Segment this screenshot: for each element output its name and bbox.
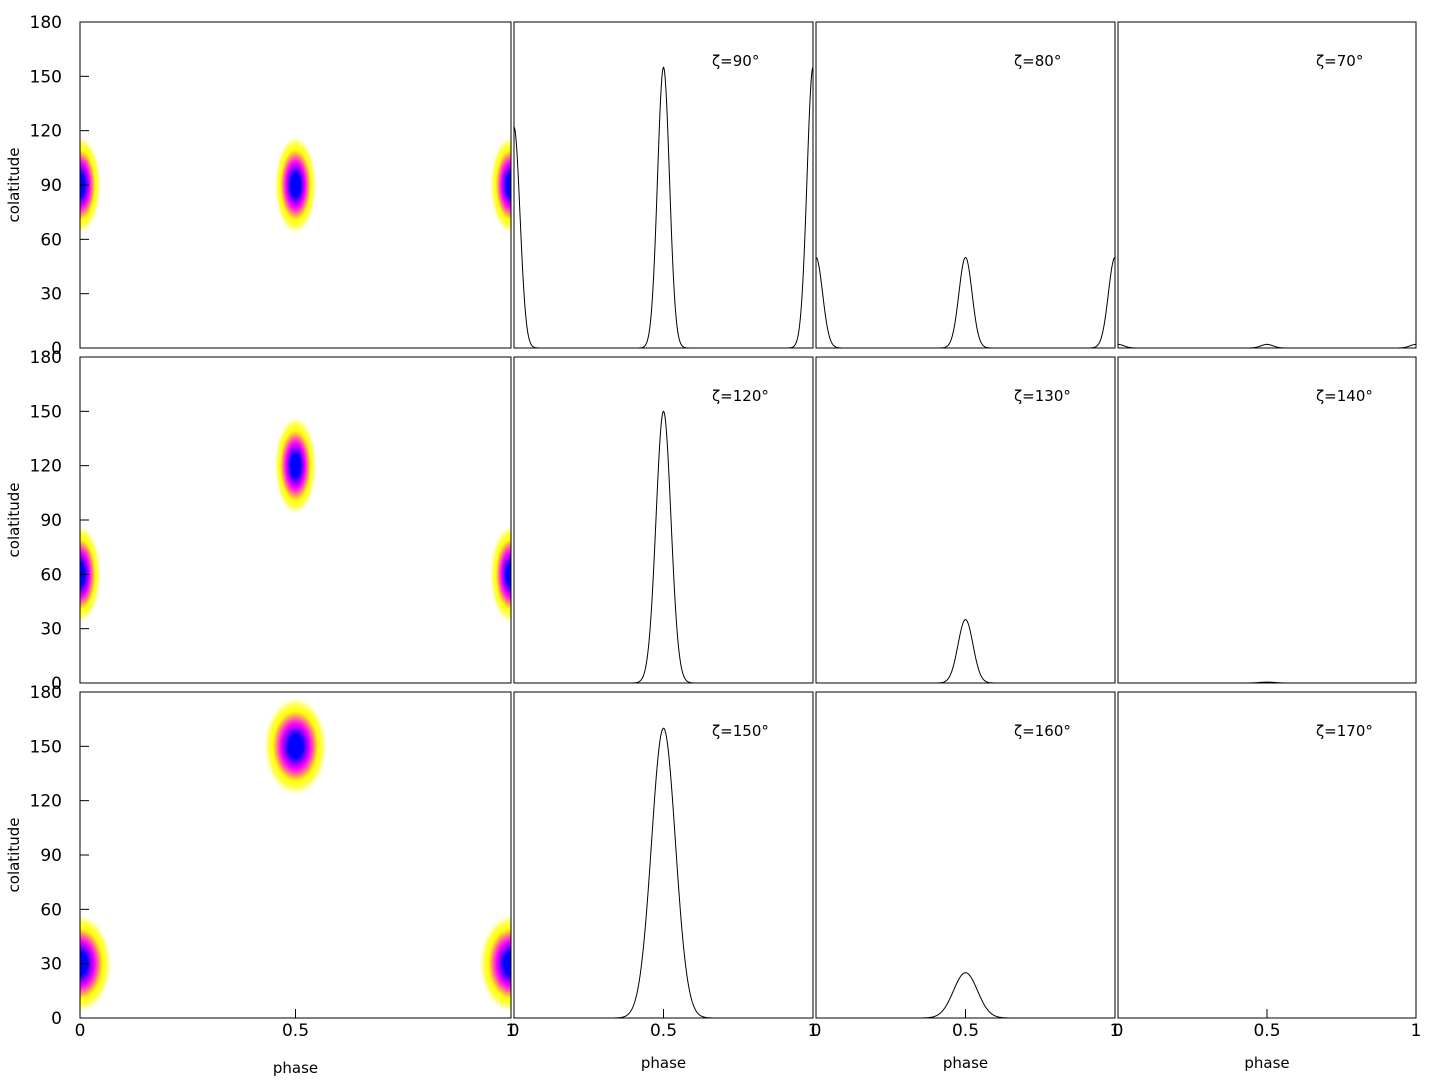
y-tick-label: 0 [51, 1009, 62, 1029]
x-tick-label: 0.5 [952, 1021, 979, 1041]
x-axis-label: phase [1244, 1054, 1289, 1072]
profile-frame [1117, 691, 1417, 1019]
x-tick-label: 0.5 [1253, 1021, 1280, 1041]
y-tick-label: 90 [40, 176, 62, 196]
y-tick-label: 30 [40, 955, 62, 975]
profile-frame [815, 356, 1116, 684]
x-tick-label: 0 [509, 1021, 520, 1041]
profile-line [816, 972, 1115, 1019]
x-tick-label: 0 [1113, 1021, 1124, 1041]
zeta-label: ζ=150° [712, 722, 769, 740]
profile-line [513, 66, 814, 349]
x-axis-label: phase [943, 1054, 988, 1072]
profile-frame [815, 21, 1116, 349]
zeta-label: ζ=130° [1014, 387, 1071, 405]
profile-frame [815, 691, 1116, 1019]
zeta-label: ζ=70° [1316, 52, 1363, 70]
x-axis-label: phase [641, 1054, 686, 1072]
x-tick-label: 0.5 [650, 1021, 677, 1041]
y-tick-label: 180 [30, 13, 62, 33]
spot [489, 524, 511, 625]
zeta-label: ζ=90° [712, 52, 759, 70]
profile-line [815, 256, 1116, 349]
y-tick-label: 150 [30, 67, 62, 87]
profile-frame [513, 356, 814, 684]
y-tick-label: 30 [40, 620, 62, 640]
map-panel [80, 415, 511, 625]
x-tick-label: 1 [506, 1021, 517, 1041]
y-tick-label: 60 [40, 900, 62, 920]
profile-frame [513, 691, 814, 1019]
profile-line [1118, 681, 1416, 684]
profile-frame [1117, 356, 1417, 684]
y-tick-label: 120 [30, 122, 62, 142]
map-panel [80, 135, 511, 235]
x-tick-label: 0 [75, 1021, 86, 1041]
spot [478, 913, 511, 1014]
zeta-label: ζ=160° [1014, 722, 1071, 740]
zeta-label: ζ=170° [1316, 722, 1373, 740]
profile-line [514, 727, 813, 1019]
spot [273, 135, 318, 235]
x-tick-label: 0 [811, 1021, 822, 1041]
spot [273, 415, 318, 516]
profile-frame [513, 21, 814, 349]
y-axis-label: colatitude [5, 818, 23, 893]
y-tick-label: 150 [30, 737, 62, 757]
x-tick-label: 0.5 [282, 1021, 309, 1041]
y-tick-label: 60 [40, 230, 62, 250]
x-tick-label: 1 [1110, 1021, 1121, 1041]
spot [80, 524, 102, 625]
spot [489, 135, 511, 235]
y-tick-label: 0 [51, 339, 62, 359]
y-axis-label: colatitude [5, 148, 23, 223]
y-tick-label: 90 [40, 511, 62, 531]
profile-line [1117, 343, 1417, 349]
zeta-label: ζ=120° [712, 387, 769, 405]
x-tick-label: 1 [808, 1021, 819, 1041]
zeta-label: ζ=140° [1316, 387, 1373, 405]
profile-line [816, 619, 1115, 684]
y-tick-label: 120 [30, 457, 62, 477]
spot [80, 913, 113, 1014]
y-tick-label: 180 [30, 683, 62, 703]
profile-line [514, 410, 813, 684]
y-tick-label: 60 [40, 565, 62, 585]
zeta-label: ζ=80° [1014, 52, 1061, 70]
y-tick-label: 150 [30, 402, 62, 422]
profile-frame [1117, 21, 1417, 349]
y-tick-label: 90 [40, 846, 62, 866]
y-tick-label: 180 [30, 348, 62, 368]
map-frame [79, 356, 512, 684]
y-tick-label: 30 [40, 285, 62, 305]
spot [80, 135, 102, 235]
x-tick-label: 1 [1411, 1021, 1422, 1041]
y-tick-label: 120 [30, 792, 62, 812]
map-panel [80, 696, 511, 1014]
y-tick-label: 0 [51, 674, 62, 694]
x-axis-label: phase [273, 1059, 318, 1077]
spot [263, 696, 328, 797]
y-axis-label: colatitude [5, 483, 23, 558]
